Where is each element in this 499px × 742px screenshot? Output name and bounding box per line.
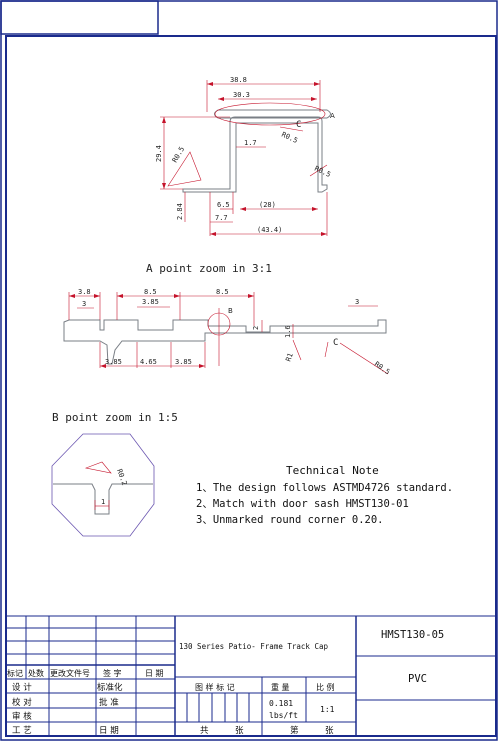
row-standardization: 标准化 (97, 682, 123, 693)
view-b-boundary (51, 433, 155, 537)
main-dim-lines (160, 80, 328, 236)
dim-total: (43.4) (257, 226, 282, 234)
profile-outline (182, 109, 331, 193)
dim-overall-width: 38.8 (230, 76, 247, 84)
dim-a-b1: 3.85 (105, 358, 122, 366)
dim-a-r1: R1 (284, 352, 294, 363)
caption-b: B point zoom in 1:5 (52, 411, 178, 424)
view-a-arrowheads (69, 294, 254, 368)
dim-a-d3: 8.5 (144, 288, 157, 296)
dim-step: 6.5 (217, 201, 230, 209)
scale-value: 1:1 (320, 705, 335, 714)
hdr-count: 处数 (28, 668, 44, 678)
dim-a-d1: 3.8 (78, 288, 91, 296)
top-left-box (0, 0, 159, 35)
note-item-2: 2、Match with door sash HMST130-01 (196, 498, 409, 510)
view-a-profile (63, 319, 387, 365)
scale-label: 比 例 (316, 682, 335, 692)
weight-unit: lbs/ft (269, 711, 298, 720)
view-a-detail: 3.8 3 8.5 3.85 8.5 3 2 1.6 R1 R0.5 3.85 … (63, 288, 391, 376)
dim-base-height: 2.84 (176, 203, 184, 220)
dim-a-h2: 1.6 (284, 325, 292, 338)
row-design: 设 计 (12, 682, 32, 693)
row-review: 审 核 (12, 711, 32, 722)
caption-a: A point zoom in 3:1 (146, 262, 272, 275)
view-b-profile (53, 483, 153, 515)
page-sheets-label: 张 (325, 726, 334, 736)
material: PVC (408, 673, 427, 685)
dim-span: (28) (259, 201, 276, 209)
section-c-label: C (296, 120, 301, 130)
hdr-date: 日 期 (145, 669, 164, 678)
part-description: 130 Series Patio- Frame Track Cap (179, 642, 328, 651)
title-block-grid (6, 615, 496, 736)
hdr-signature: 签 字 (103, 668, 122, 678)
row-process: 工 艺 (12, 726, 32, 736)
notes-title: Technical Note (286, 464, 379, 477)
dim-a-d4: 3.85 (142, 298, 159, 306)
main-arrowheads (162, 82, 327, 236)
dim-height: 29.4 (155, 145, 163, 162)
sheets-label: 张 (235, 726, 244, 736)
row-check: 校 对 (12, 697, 32, 708)
dim-inner-width: 30.3 (233, 91, 250, 99)
main-profile-view: 38.8 30.3 29.4 R0.5 1.7 R0.5 R0.5 2.84 6… (155, 76, 335, 236)
hdr-mark: 标记 (7, 668, 23, 678)
part-number: HMST130-05 (381, 629, 444, 641)
title-block-text: 标记 处数 更改文件号 签 字 日 期 设 计 校 对 审 核 工 艺 标准化 … (7, 629, 444, 736)
weight-label: 重 量 (271, 682, 290, 692)
dim-lip: 1.7 (244, 139, 257, 147)
view-b-detail: R0.2 1 (51, 433, 155, 537)
dim-a-d6: 3 (355, 298, 359, 306)
view-a-dim-lines (68, 292, 389, 375)
callout-a: A (330, 112, 335, 120)
view-a-c-label: C (333, 338, 338, 348)
callout-b: B (228, 307, 233, 315)
dim-b-width: 1 (101, 498, 105, 506)
row-approve: 批 准 (99, 697, 119, 708)
view-b-dim-lines (84, 461, 112, 510)
hdr-change-doc: 更改文件号 (50, 668, 90, 678)
note-item-1: 1、The design follows ASTMD4726 standard. (196, 482, 453, 494)
technical-notes: Technical Note 1、The design follows ASTM… (196, 464, 453, 526)
row-date: 日 期 (99, 726, 119, 736)
note-item-3: 3、Unmarked round corner 0.20. (196, 514, 384, 526)
inner-frame (5, 35, 497, 737)
total-label: 共 (200, 726, 209, 736)
dim-a-r2: R0.5 (373, 360, 391, 376)
page-label: 第 (290, 725, 299, 736)
stage-label: 图 样 标 记 (195, 682, 235, 692)
dim-a-d2: 3 (82, 300, 86, 308)
weight-value: 0.181 (269, 699, 293, 708)
dim-radius-inner: R0.5 (280, 131, 299, 145)
dim-offset: 7.7 (215, 214, 228, 222)
dim-a-d5: 8.5 (216, 288, 229, 296)
dim-a-h1: 2 (252, 326, 260, 330)
dim-a-b3: 3.85 (175, 358, 192, 366)
dim-a-b2: 4.65 (140, 358, 157, 366)
